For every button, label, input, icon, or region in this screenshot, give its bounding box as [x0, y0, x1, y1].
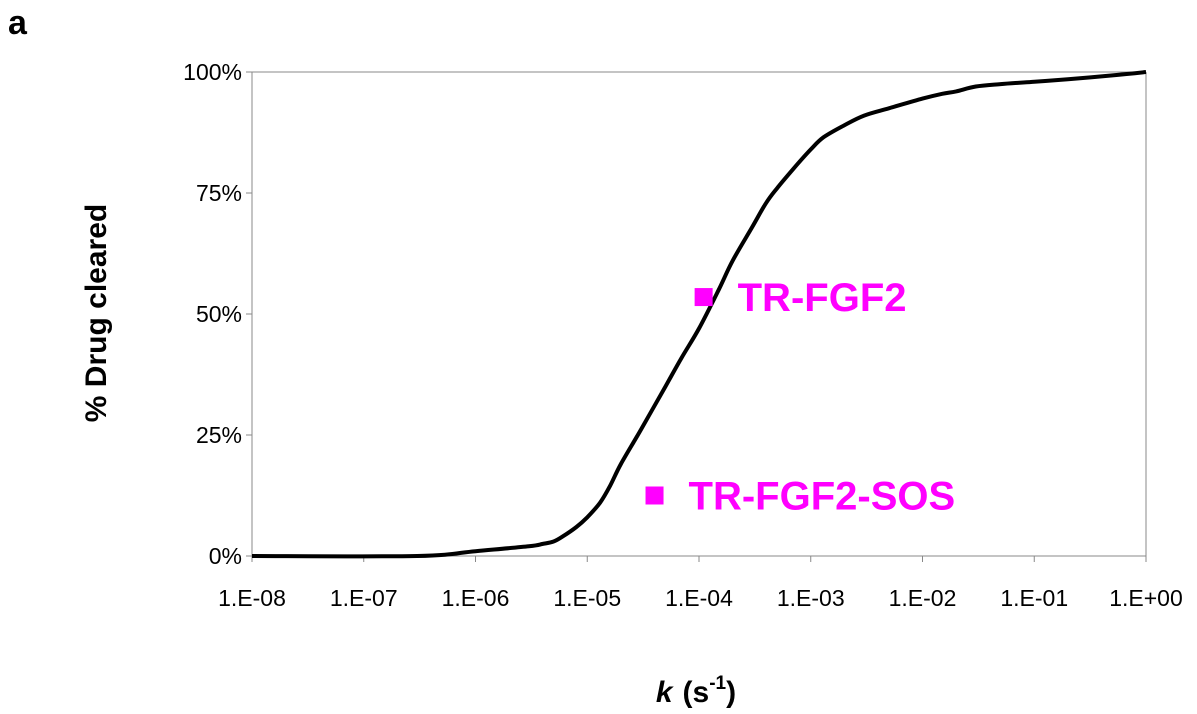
x-tick-label: 1.E-07: [330, 585, 398, 611]
x-tick-label: 1.E-03: [777, 585, 845, 611]
x-tick-label: 1.E-01: [1000, 585, 1068, 611]
y-tick-label: 100%: [183, 59, 242, 85]
data-point-label: TR-FGF2-SOS: [689, 475, 956, 519]
data-points: TR-FGF2 TR-FGF2-SOS: [645, 276, 956, 519]
x-axis-title-exponent: -1: [709, 673, 726, 694]
y-tick-label: 0%: [209, 543, 242, 569]
y-tick-labels: 0% 25% 50% 75% 100%: [183, 59, 242, 569]
x-tick-label: 1.E-06: [442, 585, 510, 611]
y-axis-title: % Drug cleared: [80, 204, 113, 422]
data-point-label: TR-FGF2: [738, 276, 907, 320]
panel-label: a: [8, 4, 28, 42]
x-tick-label: 1.E-08: [218, 585, 286, 611]
curve-series: [251, 70, 1147, 559]
x-axis-title: k (s-1): [656, 673, 736, 709]
data-point-marker: [694, 288, 713, 307]
x-tick-label: 1.E+00: [1109, 585, 1183, 611]
x-axis-title-close: ): [726, 676, 736, 709]
y-tick-label: 50%: [196, 301, 242, 327]
x-tick-label: 1.E-05: [553, 585, 621, 611]
data-point-marker: [645, 486, 664, 505]
x-axis-title-open: (s: [683, 676, 710, 709]
x-tick-label: 1.E-04: [665, 585, 733, 611]
y-tick-label: 25%: [196, 422, 242, 448]
x-tick-label: 1.E-02: [889, 585, 957, 611]
y-tick-label: 75%: [196, 180, 242, 206]
x-tick-labels: 1.E-08 1.E-07 1.E-06 1.E-05 1.E-04 1.E-03 1.E-…: [218, 585, 1183, 611]
x-axis-title-symbol: k: [656, 676, 674, 709]
clearance-curve: [251, 70, 1147, 559]
